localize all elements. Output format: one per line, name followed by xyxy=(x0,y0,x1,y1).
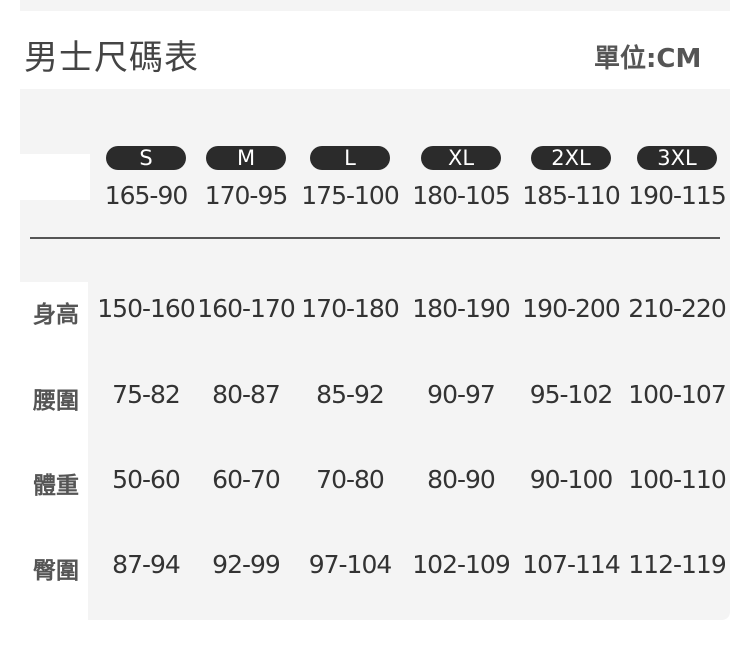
size-table xyxy=(20,89,730,620)
header-divider xyxy=(30,237,720,239)
table-cell: 75-82 xyxy=(112,380,181,409)
size-badge: XL xyxy=(421,146,501,170)
top-strip xyxy=(20,0,730,11)
table-cell: 180-190 xyxy=(412,294,510,323)
row-label: 臀圍 xyxy=(33,558,79,584)
table-cell: 190-200 xyxy=(522,294,620,323)
table-cell: 160-170 xyxy=(197,294,295,323)
table-cell: 92-99 xyxy=(212,550,281,579)
table-cell: 95-102 xyxy=(529,380,614,409)
row-label: 腰圍 xyxy=(33,388,79,414)
table-cell: 80-87 xyxy=(212,380,281,409)
size-code: 165-90 xyxy=(104,181,189,210)
table-cell: 100-110 xyxy=(628,465,726,494)
table-cell: 60-70 xyxy=(212,465,281,494)
size-code: 180-105 xyxy=(412,181,510,210)
table-cell: 90-100 xyxy=(529,465,614,494)
row-label: 身高 xyxy=(33,302,79,328)
unit-label: 單位:CM xyxy=(594,44,702,74)
row-label-column xyxy=(20,282,88,620)
table-cell: 70-80 xyxy=(316,465,385,494)
table-cell: 85-92 xyxy=(316,380,385,409)
size-code: 185-110 xyxy=(522,181,620,210)
size-badge: L xyxy=(310,146,390,170)
table-cell: 80-90 xyxy=(427,465,496,494)
size-badge: 3XL xyxy=(637,146,717,170)
table-cell: 150-160 xyxy=(97,294,195,323)
table-cell: 210-220 xyxy=(628,294,726,323)
size-badge: S xyxy=(106,146,186,170)
page-title: 男士尺碼表 xyxy=(24,38,199,78)
size-badge: M xyxy=(206,146,286,170)
table-cell: 107-114 xyxy=(522,550,620,579)
table-cell: 97-104 xyxy=(308,550,393,579)
row-label: 體重 xyxy=(33,473,79,499)
table-cell: 87-94 xyxy=(112,550,181,579)
size-code: 175-100 xyxy=(301,181,399,210)
table-cell: 170-180 xyxy=(301,294,399,323)
table-cell: 50-60 xyxy=(112,465,181,494)
table-cell: 100-107 xyxy=(628,380,726,409)
table-cell: 102-109 xyxy=(412,550,510,579)
table-cell: 112-119 xyxy=(628,550,726,579)
size-code: 190-115 xyxy=(628,181,726,210)
size-badge: 2XL xyxy=(531,146,611,170)
table-cell: 90-97 xyxy=(427,380,496,409)
corner-cell xyxy=(20,154,90,200)
size-code: 170-95 xyxy=(204,181,289,210)
